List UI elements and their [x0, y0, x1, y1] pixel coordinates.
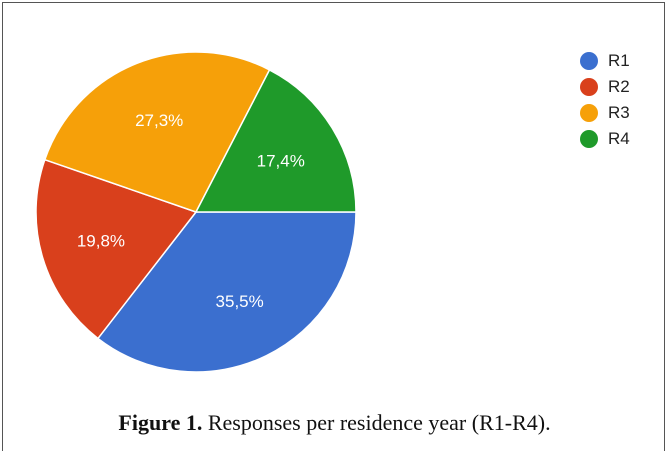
chart-legend: R1 R2 R3 R4: [580, 48, 630, 152]
legend-marker-r3: [580, 104, 598, 122]
legend-label-r1: R1: [608, 51, 630, 70]
slice-label-r2: 19,8%: [77, 231, 125, 250]
pie-slice-r2: [35, 158, 198, 340]
pie-slice-r4: [194, 68, 357, 213]
legend-label-r3: R3: [608, 103, 630, 122]
caption-label: Figure 1.: [118, 410, 203, 435]
caption-text: Responses per residence year (R1-R4).: [202, 410, 551, 435]
slice-label-r3: 27,3%: [135, 111, 183, 130]
legend-marker-r1: [580, 52, 598, 70]
pie-slice-r3: [43, 51, 271, 213]
pie-slice-r1: [96, 211, 357, 373]
legend-label-r2: R2: [608, 77, 630, 96]
legend-item-r3: R3: [580, 100, 630, 126]
legend-item-r4: R4: [580, 126, 630, 152]
legend-item-r2: R2: [580, 74, 630, 100]
legend-marker-r4: [580, 130, 598, 148]
slice-label-r1: 35,5%: [216, 292, 264, 311]
figure-caption: Figure 1. Responses per residence year (…: [0, 410, 669, 436]
legend-marker-r2: [580, 78, 598, 96]
slice-label-r4: 17,4%: [257, 151, 305, 170]
legend-label-r4: R4: [608, 129, 630, 148]
legend-item-r1: R1: [580, 48, 630, 74]
